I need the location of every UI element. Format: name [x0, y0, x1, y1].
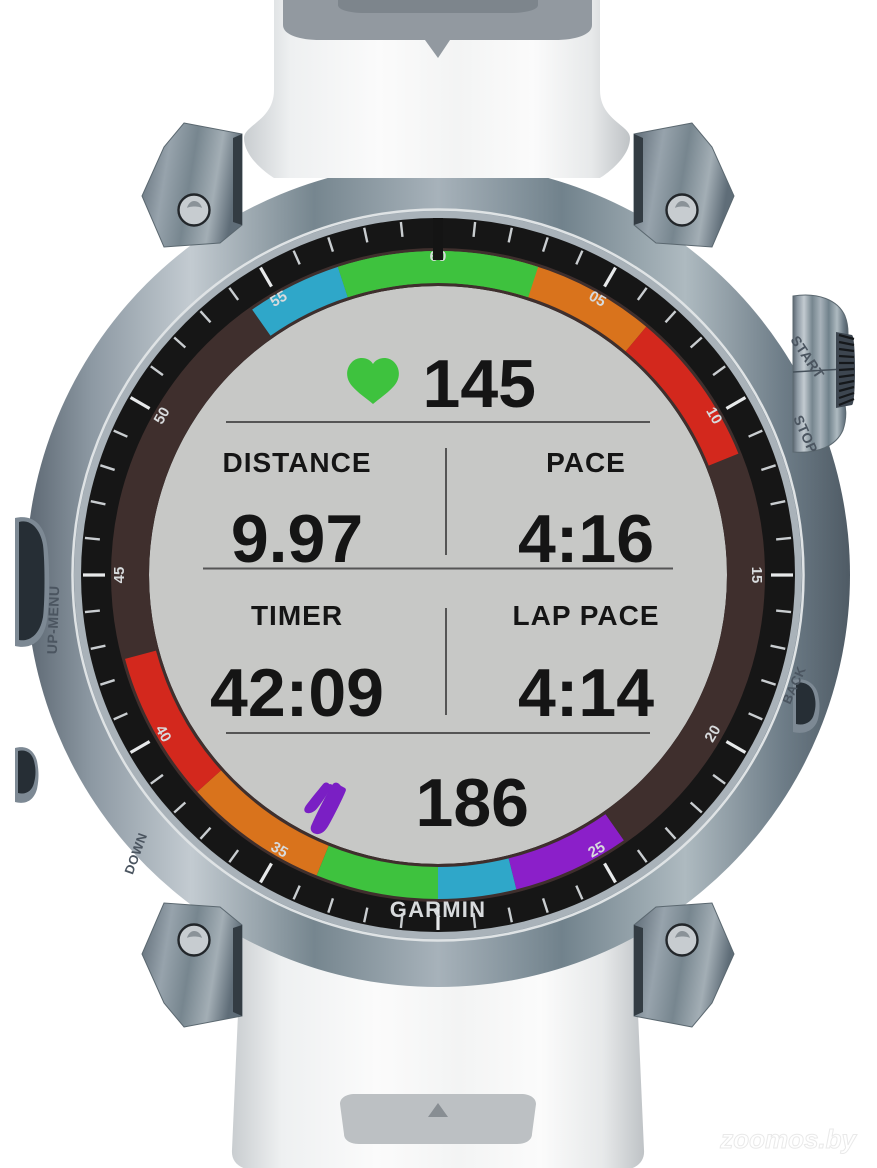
svg-text:zoomos.by: zoomos.by: [719, 1124, 857, 1154]
svg-text:TIMER: TIMER: [251, 600, 343, 631]
svg-text:DISTANCE: DISTANCE: [222, 447, 371, 478]
svg-text:145: 145: [423, 346, 536, 422]
svg-text:186: 186: [416, 765, 529, 841]
svg-text:15: 15: [748, 567, 765, 584]
svg-text:45: 45: [111, 567, 128, 584]
svg-text:9.97: 9.97: [231, 501, 363, 577]
svg-text:GARMIN: GARMIN: [390, 897, 486, 922]
svg-text:LAP PACE: LAP PACE: [513, 600, 660, 631]
svg-text:42:09: 42:09: [210, 655, 384, 731]
svg-text:4:14: 4:14: [518, 655, 654, 731]
svg-text:UP-MENU: UP-MENU: [44, 585, 62, 654]
svg-text:4:16: 4:16: [518, 501, 654, 577]
svg-text:PACE: PACE: [546, 447, 626, 478]
